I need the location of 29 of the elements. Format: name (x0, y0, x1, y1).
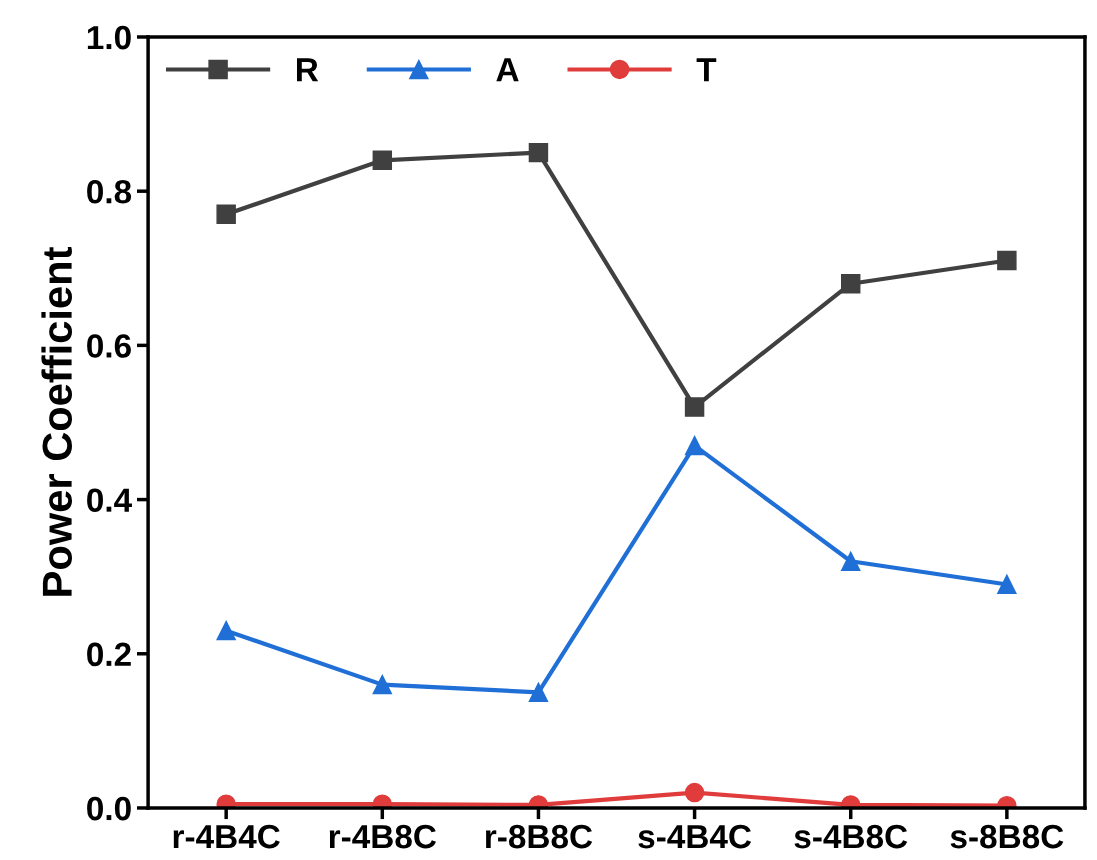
point (372, 150, 393, 171)
y-axis-title: Power Coefficient (41, 247, 72, 596)
point (216, 620, 236, 641)
point (841, 551, 861, 571)
y-tick-label: 0.0 (87, 796, 131, 821)
point (997, 574, 1017, 595)
x-tick-label: r-4B8C (329, 824, 437, 849)
point (997, 250, 1017, 271)
legend-label: A (496, 58, 519, 82)
point (216, 204, 236, 225)
point (528, 682, 549, 703)
y-tick-label: 1.0 (87, 25, 131, 50)
y-tick-label: 0.8 (87, 179, 132, 204)
y-tick-label: 0.4 (87, 488, 132, 512)
point (684, 435, 705, 456)
y-tick-label: 0.2 (87, 642, 131, 667)
point (841, 273, 861, 294)
point (684, 397, 705, 417)
point (372, 674, 393, 695)
x-tick-label: s-4B8C (794, 824, 908, 849)
legend-label: R (296, 58, 319, 82)
y-tick-label: 0.6 (87, 334, 131, 358)
x-tick-label: r-8B8C (486, 824, 593, 849)
point (684, 782, 705, 803)
legend-label: T (696, 58, 717, 82)
point (528, 142, 549, 163)
x-tick-label: s-4B4C (638, 824, 752, 849)
x-tick-label: s-8B8C (950, 824, 1064, 849)
x-tick-label: r-4B4C (173, 824, 280, 849)
